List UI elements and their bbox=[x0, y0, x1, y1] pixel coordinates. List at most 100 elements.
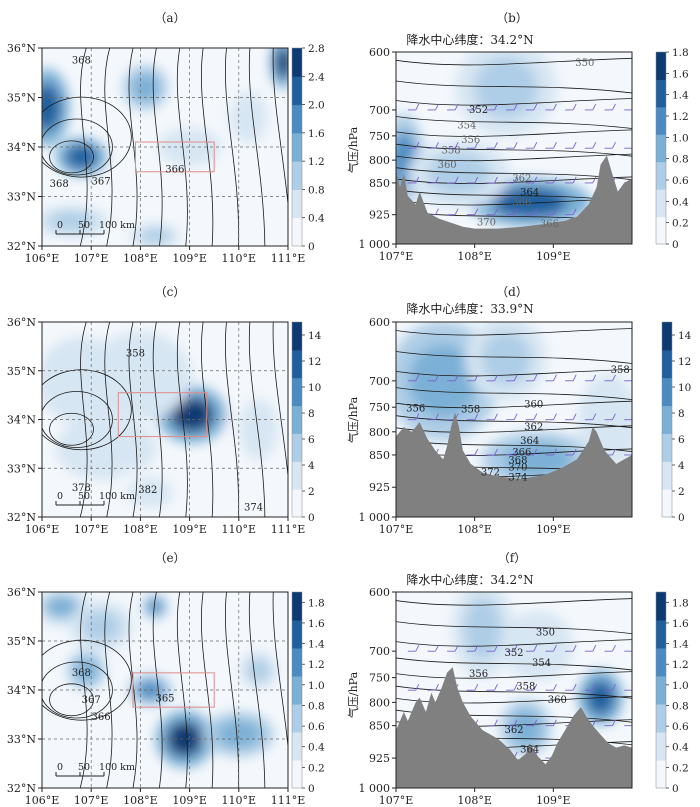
wind-barb bbox=[604, 644, 616, 652]
x-tick-label: 107°E bbox=[74, 523, 109, 536]
y-tick-label: 36°N bbox=[7, 586, 36, 599]
colorbar-tick-label: 0.6 bbox=[672, 721, 689, 733]
y-tick-label: 34°N bbox=[7, 684, 36, 697]
wind-barb bbox=[466, 413, 479, 421]
x-tick-label: 108°E bbox=[123, 794, 158, 807]
colorbar-segment bbox=[656, 676, 666, 705]
wind-barb bbox=[407, 103, 420, 111]
y-tick-label: 35°N bbox=[7, 365, 36, 378]
contour-label: 360 bbox=[548, 695, 567, 706]
colorbar-segment bbox=[292, 132, 302, 162]
terrain bbox=[396, 155, 632, 244]
colorbar-segment bbox=[656, 161, 666, 190]
contour-label: 352 bbox=[469, 105, 488, 116]
contour-label: 358 bbox=[516, 682, 535, 693]
colorbar-tick-label: 1.8 bbox=[308, 597, 325, 609]
axes-f: 107°E 108°E 109°E 600 700 750 800 850 925 1 000 bbox=[359, 586, 571, 807]
wind-barb bbox=[447, 208, 459, 216]
colorbar-tick-label: 4 bbox=[678, 460, 685, 472]
wind-barb bbox=[466, 374, 479, 382]
wind-barb bbox=[486, 176, 498, 184]
colorbar-segment bbox=[292, 189, 302, 219]
field-blob bbox=[65, 145, 98, 169]
panel-f-title: 降水中心纬度：34.2°N bbox=[406, 572, 533, 587]
field-blob bbox=[510, 710, 542, 746]
contour-label: 366 bbox=[512, 448, 531, 459]
wind-barb bbox=[545, 719, 557, 727]
colorbar-segment bbox=[292, 217, 302, 247]
contour-label: 366 bbox=[540, 219, 559, 230]
colorbar-tick-label: 8 bbox=[308, 408, 315, 420]
wind-barb bbox=[545, 141, 557, 149]
contour-line bbox=[42, 391, 113, 448]
x-tick-label: 106°E bbox=[25, 523, 60, 536]
contour-line bbox=[396, 387, 632, 400]
colorbar-segment bbox=[292, 76, 302, 106]
y-tick-label: 34°N bbox=[7, 414, 36, 427]
colorbar-tick-label: 6 bbox=[678, 434, 685, 446]
field-blob bbox=[139, 228, 171, 245]
field-blob bbox=[42, 83, 61, 132]
colorbar-tick-label: 6 bbox=[308, 434, 315, 446]
terrain bbox=[396, 412, 632, 517]
colorbar-segment bbox=[656, 106, 666, 135]
y-tick-label: 35°N bbox=[7, 92, 36, 105]
contour-line bbox=[42, 639, 132, 721]
y-tick-label: 36°N bbox=[7, 42, 36, 55]
wind-barb bbox=[604, 683, 616, 691]
x-tick-label: 109°E bbox=[172, 252, 207, 265]
contour-line bbox=[79, 592, 88, 788]
field-blob bbox=[43, 594, 80, 619]
y-tick-label: 800 bbox=[369, 426, 390, 439]
contour-label: 354 bbox=[457, 121, 476, 132]
colorbar-tick-label: 0.6 bbox=[308, 721, 325, 733]
y-tick-label: 33°N bbox=[7, 733, 36, 746]
wind-barb bbox=[624, 418, 632, 421]
x-tick-label: 106°E bbox=[25, 252, 60, 265]
field-blob bbox=[515, 624, 560, 668]
colorbar-tick-label: 2 bbox=[678, 486, 685, 498]
contour-label: 364 bbox=[520, 436, 539, 447]
field-blob bbox=[147, 598, 164, 615]
terrain bbox=[396, 667, 632, 788]
field-blob bbox=[236, 101, 261, 134]
wind-barb bbox=[584, 141, 597, 149]
y-tick-label: 600 bbox=[369, 316, 390, 329]
colorbar-segment bbox=[656, 79, 666, 108]
panel-f-label: （f） bbox=[498, 551, 526, 565]
colorbar-tick-label: 1.2 bbox=[308, 156, 325, 168]
contour-label: 374 bbox=[244, 502, 263, 513]
colorbar-segment bbox=[662, 377, 672, 407]
contour-line bbox=[396, 143, 632, 157]
wind-barb bbox=[407, 374, 420, 382]
axes-b: 107°E 108°E 109°E 600 700 750 800 850 925 1 000 bbox=[359, 46, 571, 263]
y-tick-label: 32°N bbox=[7, 511, 36, 524]
wind-barb bbox=[565, 644, 577, 652]
panel-c-label: （c） bbox=[155, 285, 186, 299]
contour-label: 358 bbox=[461, 405, 480, 416]
contour-line bbox=[396, 695, 632, 704]
wind-barb bbox=[466, 208, 479, 216]
wind-barb bbox=[506, 141, 518, 149]
wind-barb bbox=[604, 141, 616, 149]
wind-barb bbox=[525, 176, 538, 184]
wind-barb bbox=[486, 644, 498, 652]
panel-d: （d） 降水中心纬度：33.9°N 气压/hPa 358 356 358 360 362… bbox=[346, 285, 692, 536]
scale-label: 100 km bbox=[99, 762, 135, 773]
colorbar-segment bbox=[292, 489, 302, 518]
colorbar-tick-label: 0 bbox=[672, 783, 679, 795]
contour-label: 360 bbox=[524, 400, 543, 411]
field-blob bbox=[131, 73, 160, 102]
contour-line bbox=[272, 48, 288, 209]
colorbar-tick-label: 0.6 bbox=[672, 175, 689, 187]
wind-barb bbox=[545, 103, 557, 111]
contour-label: 378 bbox=[72, 483, 91, 494]
y-tick-label: 750 bbox=[369, 672, 390, 685]
wind-barb bbox=[525, 683, 538, 691]
y-tick-label: 700 bbox=[369, 104, 390, 117]
x-tick-label: 107°E bbox=[379, 523, 414, 536]
colorbar-tick-label: 0 bbox=[308, 241, 315, 253]
contour-label: 367 bbox=[91, 177, 110, 188]
colorbar-segment bbox=[292, 620, 302, 649]
y-tick-label: 850 bbox=[369, 449, 390, 462]
